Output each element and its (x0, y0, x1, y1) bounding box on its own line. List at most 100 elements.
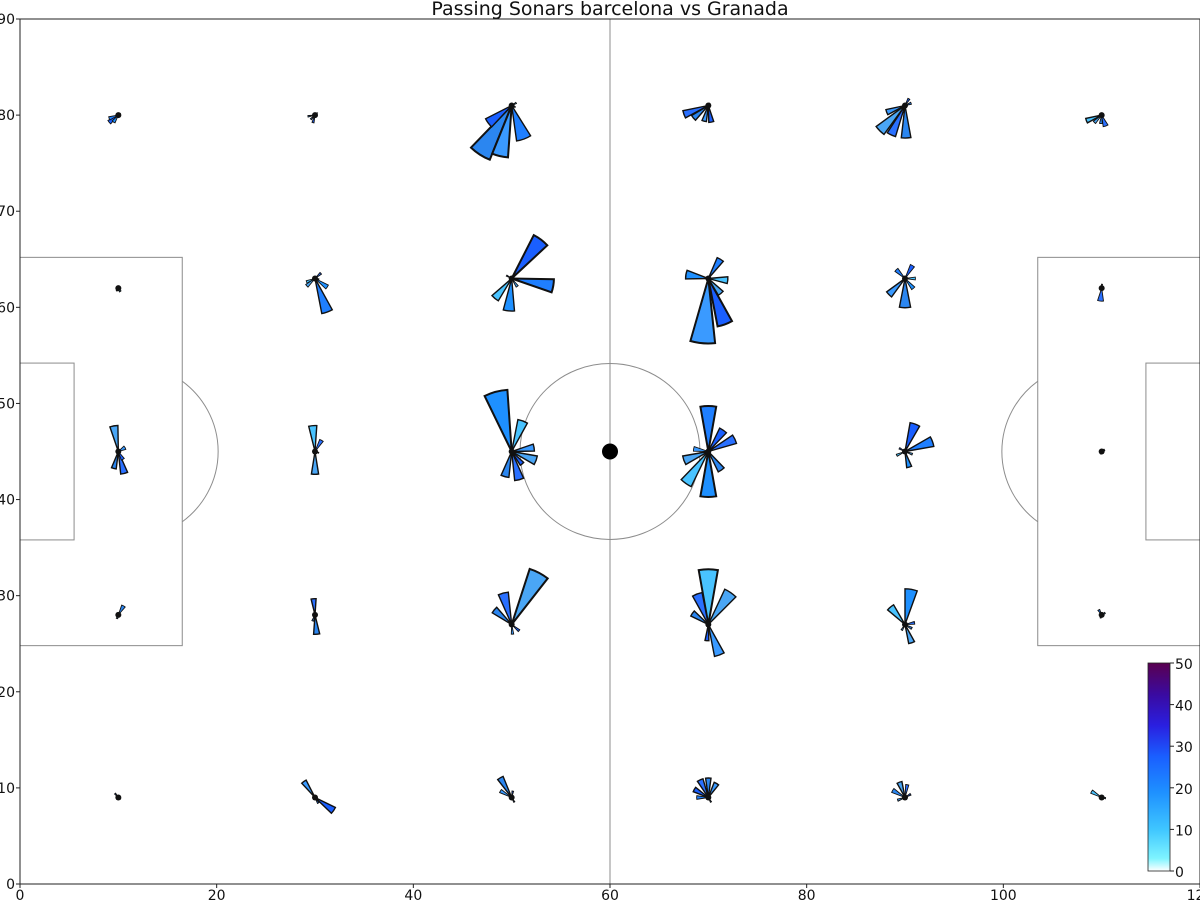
sonar-wedge (491, 606, 513, 626)
sonar-center (115, 285, 122, 292)
sonar-wedge (314, 796, 337, 815)
y-axis: 0 10 20 30 40 50 60 70 80 90 (0, 12, 20, 893)
sonar (491, 567, 550, 635)
sonar-wedge (707, 278, 734, 328)
sonar-center (1098, 112, 1105, 119)
sonar-center (1098, 794, 1105, 801)
sonar-center (508, 102, 515, 109)
y-tick-label: 20 (0, 685, 15, 701)
sonar (305, 271, 334, 315)
colorbar-tick-label: 40 (1175, 699, 1193, 715)
sonar-center (902, 275, 908, 282)
right-penalty-box (1037, 256, 1200, 647)
sonar-wedge (894, 267, 906, 279)
sonar-wedge (510, 451, 525, 482)
sonar (107, 112, 122, 125)
sonar-wedge (312, 614, 321, 636)
sonar-wedge (904, 451, 913, 469)
y-tick-label: 80 (0, 108, 15, 124)
x-tick-label: 20 (208, 888, 226, 900)
sonar-wedge (904, 263, 916, 279)
sonar-wedge (707, 624, 726, 658)
colorbar-gradient (1147, 662, 1171, 872)
sonar (684, 256, 734, 345)
sonar (310, 597, 321, 636)
sonar-wedge (886, 603, 906, 626)
sonar-wedge (886, 105, 906, 138)
sonar-center (508, 448, 515, 455)
sonar-center (705, 275, 712, 282)
sonar-wedge (510, 105, 532, 142)
sonar-wedge (511, 277, 555, 294)
sonar-wedge (496, 775, 513, 798)
sonar-center (508, 621, 515, 628)
sonar-wedge (484, 104, 513, 128)
sonar-wedge (511, 450, 525, 467)
sonar-center (1098, 611, 1105, 618)
sonar-wedge (510, 567, 550, 626)
sonar-wedge (469, 104, 513, 161)
x-tick-label: 100 (990, 888, 1017, 900)
sonar-wedge (314, 438, 324, 452)
colorbar: 0 10 20 30 40 50 (1147, 657, 1193, 881)
sonar-wedge (499, 788, 512, 798)
sonar-wedge (707, 781, 720, 798)
sonar-wedge (692, 446, 709, 452)
sonar-wedge (511, 450, 539, 466)
sonar-center (902, 448, 908, 455)
sonar-wedge (310, 597, 317, 616)
sonar-wedge (691, 591, 710, 625)
sonar-wedge (310, 451, 320, 475)
sonar-wedge (707, 588, 737, 625)
sonar-wedge (497, 591, 513, 625)
left-penalty-arc (181, 380, 219, 523)
sonar (886, 588, 919, 645)
x-tick-label: 120 (1187, 888, 1200, 900)
sonar-center (508, 275, 515, 282)
sonar-wedge (696, 777, 710, 798)
sonar-center (115, 794, 122, 801)
sonar-wedge (699, 405, 718, 452)
sonar (682, 102, 715, 124)
sonar-wedge (896, 780, 906, 798)
sonar-center (312, 448, 318, 455)
x-tick-label: 80 (798, 888, 816, 900)
sonar (891, 780, 912, 802)
sonar-wedge (689, 278, 717, 345)
sonar-wedge (704, 777, 712, 798)
sonar (1090, 789, 1107, 801)
sonar-wedge (904, 276, 916, 281)
sonar-center (902, 102, 908, 109)
sonar-center (312, 794, 318, 801)
sonar-center (705, 448, 712, 455)
sonar-wedge (904, 588, 919, 625)
colorbar-tick-label: 20 (1175, 782, 1193, 798)
sonar-wedge (696, 795, 709, 800)
sonar-layer (107, 97, 1109, 815)
sonar-center (115, 611, 122, 618)
sonar-wedge (502, 278, 516, 312)
sonar-wedge (1084, 114, 1103, 124)
center-spot (602, 443, 618, 460)
sonar-wedge (704, 624, 710, 642)
sonar-wedge (904, 784, 910, 798)
y-tick-label: 90 (0, 12, 15, 28)
sonar-wedge (699, 451, 718, 498)
right-penalty-arc (1001, 380, 1039, 523)
sonar-wedge (689, 610, 709, 626)
y-tick-label: 0 (6, 877, 15, 893)
sonar-wedge (708, 276, 729, 285)
sonar-wedge (500, 451, 513, 479)
sonar-wedge (701, 105, 710, 123)
sonar-wedge (684, 269, 709, 280)
sonar-center (902, 621, 908, 628)
sonar-wedge (1101, 114, 1109, 128)
y-tick-label: 70 (0, 204, 15, 220)
sonar-wedge (681, 450, 709, 466)
colorbar-tick-label: 10 (1175, 823, 1193, 839)
sonar-wedge (1090, 789, 1102, 798)
chart-title: Passing Sonars barcelona vs Granada (431, 0, 788, 20)
sonar-wedge (898, 278, 912, 309)
sonar (689, 568, 737, 658)
